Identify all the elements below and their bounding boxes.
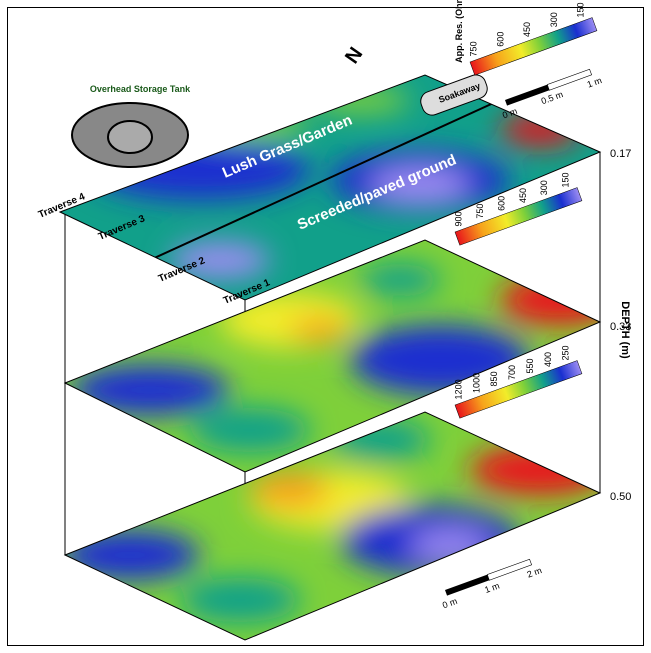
colorbar-tick: 600: [496, 196, 506, 211]
colorbar-tick: 250: [561, 345, 571, 360]
colorbar-tick: 1200: [453, 379, 463, 399]
colorbar-title: App. Res. (Ohm.m): [454, 0, 464, 63]
tank: [108, 121, 152, 153]
depth-value: 0.17: [610, 148, 631, 160]
depth-value: 0.50: [610, 491, 631, 503]
colorbar-tick: 750: [475, 204, 485, 219]
colorbar-tick: 150: [561, 172, 571, 187]
colorbar-tick: 900: [453, 211, 463, 226]
colorbar-tick: 150: [576, 2, 586, 17]
colorbar-tick: 300: [549, 12, 559, 27]
depth-title: DEPTH (m): [619, 301, 631, 359]
colorbar-tick: 700: [507, 365, 517, 380]
figure: Overhead Storage Tank Soakaway N Lush Gr…: [0, 0, 651, 653]
colorbar-tick: 600: [495, 32, 505, 47]
colorbar-tick: 300: [539, 180, 549, 195]
colorbar-tick: 1000: [471, 373, 481, 393]
colorbar-tick: 750: [468, 41, 478, 56]
colorbar-tick: 550: [525, 358, 535, 373]
colorbar-tick: 850: [489, 371, 499, 386]
colorbar-tick: 450: [518, 188, 528, 203]
colorbar-tick: 450: [522, 22, 532, 37]
tank-label: Overhead Storage Tank: [90, 84, 191, 94]
colorbar-tick: 400: [543, 352, 553, 367]
